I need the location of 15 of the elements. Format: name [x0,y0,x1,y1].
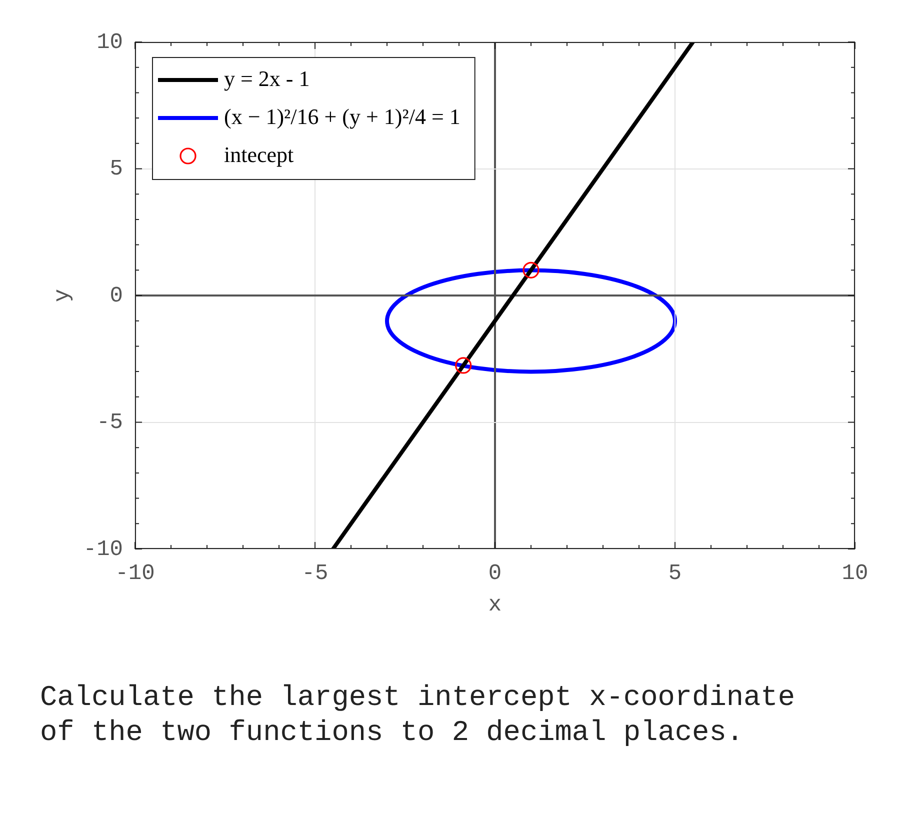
y-tick-label: 10 [96,30,123,55]
x-tick-label: 5 [668,561,682,586]
x-tick-label: 10 [842,561,868,586]
y-tick-label: 0 [110,283,123,308]
x-tick-label: 0 [488,561,502,586]
legend-label: intecept [224,142,294,167]
y-tick-label: -10 [83,536,123,562]
y-tick-label: -5 [96,410,123,436]
x-tick-label: -5 [302,561,328,586]
y-axis-title: y [50,288,76,302]
text: Calculate the largest intercept x-coordinate of the two functions to 2 decimal places. [40,680,796,750]
y-tick-label: 5 [110,156,123,182]
legend-label: (x − 1)²/16 + (y + 1)²/4 = 1 [224,104,460,129]
legend-label: y = 2x - 1 [224,66,310,91]
x-axis-title: x [488,592,502,618]
